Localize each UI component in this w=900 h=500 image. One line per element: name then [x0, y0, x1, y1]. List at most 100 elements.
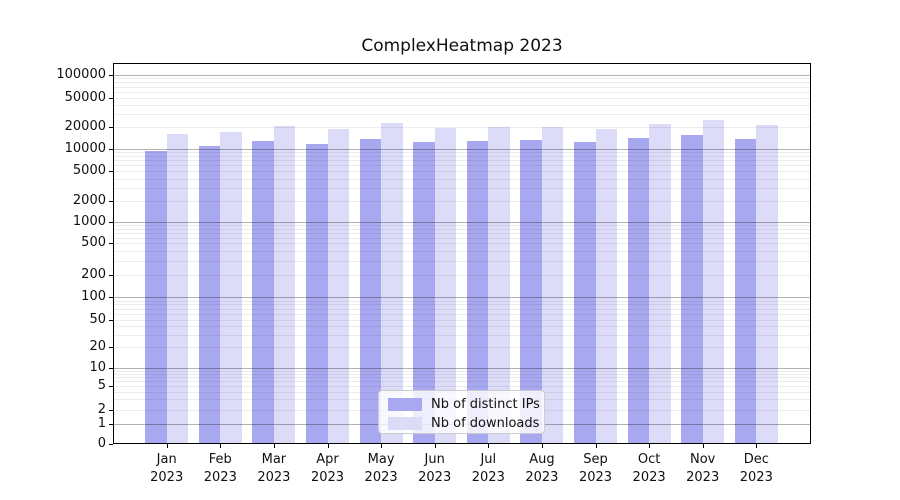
chart-title: ComplexHeatmap 2023 — [361, 36, 563, 56]
gridline-minor — [113, 386, 811, 387]
gridline-minor — [113, 178, 811, 180]
gridline-minor — [113, 373, 811, 375]
x-axis-tick — [434, 444, 436, 449]
x-axis-tick — [166, 444, 168, 449]
gridline-minor — [113, 308, 811, 310]
gridline-minor — [113, 127, 811, 128]
x-axis-tick-label: Sep 2023 — [578, 452, 613, 485]
y-axis-tick-label: 2000 — [72, 192, 106, 208]
y-axis-tick-label: 2 — [97, 402, 106, 417]
bar-distinct-ips-jan — [145, 150, 167, 444]
y-axis-tick — [109, 243, 113, 245]
gridline-minor — [113, 243, 811, 245]
gridline-minor — [113, 187, 811, 189]
x-axis-tick-label: Oct 2023 — [632, 452, 666, 485]
bar-distinct-ips-sep — [574, 142, 596, 444]
x-axis-tick-label: May 2023 — [364, 452, 398, 485]
bar-downloads-sep — [595, 128, 617, 444]
x-axis-tick — [273, 444, 275, 449]
bar-downloads-may — [381, 123, 403, 444]
y-axis-tick-label: 5000 — [72, 163, 106, 179]
gridline-minor — [113, 346, 811, 348]
gridline-major — [113, 148, 811, 150]
gridline-minor — [113, 200, 811, 202]
x-axis-tick-label: Jul 2023 — [471, 452, 505, 485]
x-axis-tick — [649, 444, 651, 449]
y-axis-tick-label: 1 — [97, 415, 106, 431]
y-axis-tick — [109, 200, 113, 202]
gridline-minor — [113, 82, 811, 84]
gridline-major — [113, 368, 811, 369]
plot-area — [113, 63, 811, 444]
x-axis-tick-label: Mar 2023 — [257, 452, 291, 485]
gridline-minor — [113, 232, 811, 234]
gridline-minor — [113, 225, 811, 226]
legend-label-distinct-ips: Nb of distinct IPs — [431, 396, 540, 412]
legend-item-downloads: Nb of downloads — [379, 414, 544, 432]
x-axis-tick — [541, 444, 543, 449]
y-axis-tick — [109, 444, 113, 446]
bar-downloads-jun — [434, 127, 457, 444]
bar-downloads-jan — [166, 134, 189, 444]
y-axis-tick-label: 50000 — [64, 90, 106, 106]
gridline-minor — [113, 228, 811, 230]
gridline-minor — [113, 261, 811, 262]
y-axis-tick-label: 100000 — [56, 66, 106, 82]
x-axis-tick — [488, 444, 490, 449]
y-axis-tick-label: 5 — [97, 378, 106, 393]
x-axis-tick-label: Dec 2023 — [739, 452, 773, 485]
gridline-minor — [113, 334, 811, 336]
x-axis-tick — [756, 444, 758, 449]
gridline-minor — [113, 160, 811, 162]
gridline-minor — [113, 86, 811, 88]
legend-label-downloads: Nb of downloads — [431, 415, 540, 431]
y-axis-tick — [109, 275, 113, 276]
x-axis-tick — [220, 444, 222, 449]
gridline-minor — [113, 155, 811, 157]
gridline-minor — [113, 165, 811, 167]
bar-downloads-nov — [702, 120, 725, 444]
y-axis-tick-label: 50 — [89, 311, 106, 327]
bar-distinct-ips-nov — [681, 135, 703, 444]
y-axis-tick — [109, 297, 113, 299]
bar-downloads-dec — [756, 124, 778, 444]
y-axis-tick-label: 200 — [81, 267, 106, 282]
legend-swatch-downloads — [388, 416, 422, 430]
y-axis-tick-label: 100 — [81, 289, 106, 305]
gridline-minor — [113, 78, 811, 80]
x-axis-tick — [381, 444, 383, 449]
y-axis-tick-label: 20 — [89, 338, 106, 354]
gridline-minor — [113, 381, 811, 383]
bar-downloads-oct — [649, 123, 671, 444]
gridline-minor — [113, 377, 811, 379]
bar-distinct-ips-may — [359, 139, 382, 444]
bar-downloads-apr — [327, 129, 349, 444]
gridline-minor — [113, 98, 811, 100]
legend: Nb of distinct IPs Nb of downloads — [378, 390, 545, 434]
gridline-major — [113, 74, 811, 76]
x-axis-tick-label: Jun 2023 — [418, 452, 452, 485]
y-axis-tick — [109, 98, 113, 100]
y-axis-tick — [109, 148, 113, 150]
gridline-minor — [113, 105, 811, 107]
bar-distinct-ips-aug — [520, 140, 542, 444]
gridline-major — [113, 221, 811, 223]
bar-distinct-ips-oct — [627, 138, 650, 444]
x-axis-tick — [702, 444, 704, 449]
y-axis-tick-label: 10000 — [64, 140, 106, 156]
bar-distinct-ips-jul — [466, 141, 489, 444]
bar-distinct-ips-apr — [306, 144, 328, 444]
bar-distinct-ips-jun — [413, 141, 435, 444]
gridline-minor — [113, 319, 811, 321]
y-axis-tick-label: 0 — [97, 436, 106, 452]
x-axis-tick — [595, 444, 597, 449]
x-axis-tick-label: Feb 2023 — [203, 452, 237, 485]
y-axis-tick — [109, 171, 113, 173]
x-axis-tick-label: Jan 2023 — [150, 452, 184, 485]
gridline-minor — [113, 300, 811, 302]
y-axis-tick-label: 500 — [81, 235, 106, 251]
gridline-minor — [113, 326, 811, 328]
y-axis-tick — [109, 346, 113, 348]
legend-item-distinct-ips: Nb of distinct IPs — [379, 395, 544, 413]
